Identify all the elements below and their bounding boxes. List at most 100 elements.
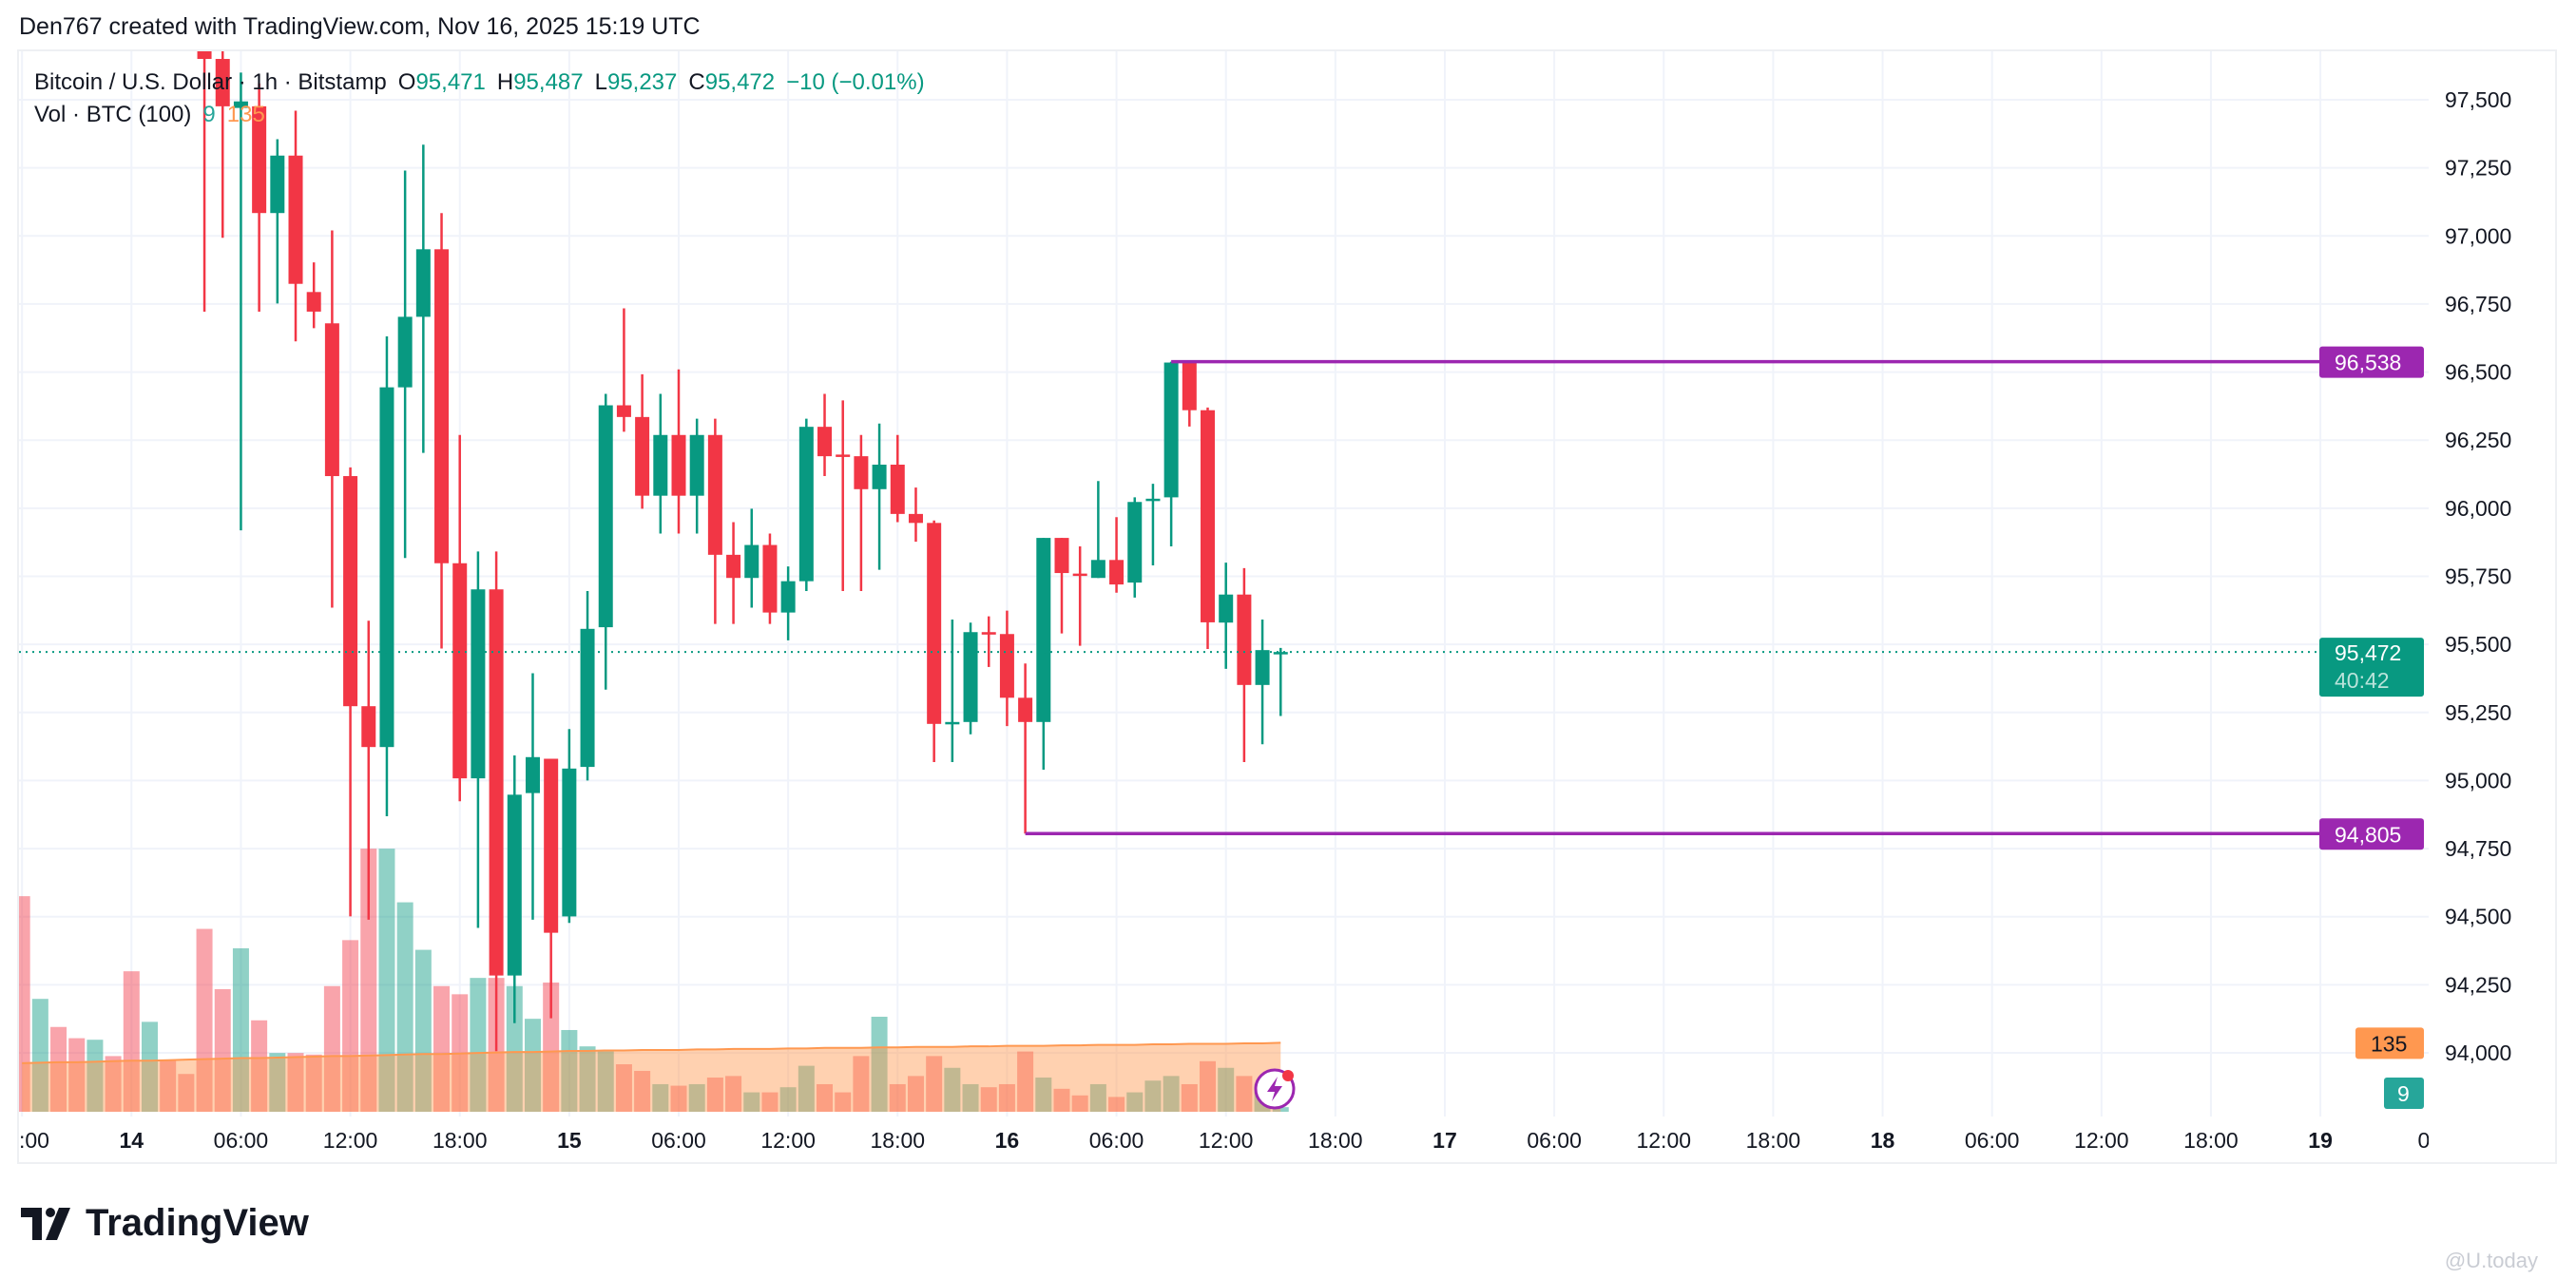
volume-bar [196, 928, 213, 1112]
candle-body [544, 758, 559, 933]
volume-bar [524, 1019, 541, 1112]
candle[interactable] [798, 418, 814, 591]
candle[interactable] [288, 110, 303, 342]
volume-bar [1071, 1095, 1088, 1112]
candle[interactable] [1036, 538, 1051, 770]
volume-bar [871, 1017, 888, 1112]
candle[interactable] [1163, 361, 1179, 546]
candle[interactable] [544, 758, 559, 1019]
candle[interactable] [179, 0, 193, 31]
candle[interactable] [653, 393, 668, 534]
candle[interactable] [1145, 484, 1161, 566]
time-tick-label: 06:00 [1527, 1128, 1582, 1153]
volume-bar [50, 1026, 67, 1112]
candle[interactable] [525, 673, 540, 920]
candle[interactable] [927, 520, 942, 762]
tradingview-logo[interactable]: TradingView [21, 1202, 309, 1245]
candle[interactable] [1201, 407, 1216, 650]
candle[interactable] [489, 551, 504, 1052]
candle[interactable] [635, 373, 650, 509]
volume-bar [1108, 1097, 1125, 1112]
candle[interactable] [1219, 563, 1234, 669]
candle[interactable] [1018, 663, 1033, 834]
candle[interactable] [1237, 567, 1252, 762]
candle[interactable] [836, 400, 851, 591]
candle[interactable] [379, 336, 394, 816]
volume-bar [597, 1051, 614, 1112]
candle[interactable] [890, 434, 905, 523]
candle[interactable] [361, 620, 376, 920]
volume-bar [123, 971, 140, 1112]
candle[interactable] [197, 0, 212, 312]
volume-bar [470, 978, 487, 1112]
candle[interactable] [817, 393, 833, 477]
candle[interactable] [671, 369, 686, 534]
candle[interactable] [125, 0, 139, 46]
time-tick-label: 06:00 [1965, 1128, 2020, 1153]
candle[interactable] [726, 522, 741, 624]
candle[interactable] [689, 418, 704, 534]
candle[interactable] [780, 566, 796, 640]
candle[interactable] [471, 551, 486, 928]
candle[interactable] [945, 620, 960, 762]
candle[interactable] [744, 508, 759, 608]
candle[interactable] [415, 144, 431, 453]
candle[interactable] [1182, 361, 1197, 427]
candle-body [1201, 410, 1216, 622]
candle[interactable] [1090, 481, 1105, 579]
candle[interactable] [580, 590, 595, 781]
candle[interactable] [1273, 647, 1288, 716]
candle[interactable] [707, 418, 722, 624]
candle[interactable] [963, 622, 978, 735]
candle[interactable] [233, 72, 248, 531]
candle[interactable] [1072, 545, 1087, 646]
candle[interactable] [507, 755, 522, 1023]
candle-body [1273, 652, 1288, 655]
volume-title[interactable]: Vol · BTC (100) [34, 102, 192, 127]
candle[interactable] [434, 213, 450, 649]
candle[interactable] [161, 0, 175, 5]
candle[interactable] [452, 434, 468, 802]
candle[interactable] [143, 0, 157, 31]
candle[interactable] [215, 46, 230, 239]
candle[interactable] [270, 139, 285, 304]
price-tick-label: 96,250 [2445, 428, 2511, 452]
candle[interactable] [343, 467, 358, 917]
candle-body [908, 513, 923, 524]
volume-bar [342, 940, 359, 1112]
candle[interactable] [872, 423, 887, 570]
level-price-label: 96,538 [2335, 351, 2401, 375]
volume-bar [926, 1056, 943, 1112]
chart-credit: Den767 created with TradingView.com, Nov… [19, 13, 701, 40]
candle[interactable] [397, 170, 413, 559]
volume-bar [835, 1092, 852, 1112]
legend-volume-row: Vol · BTC (100) 9 135 [34, 99, 925, 131]
candle[interactable] [762, 533, 778, 624]
legend-price-row: Bitcoin / U.S. Dollar · 1h · Bitstamp O9… [34, 67, 925, 99]
candle[interactable] [306, 262, 321, 329]
candle[interactable] [981, 616, 996, 667]
volume-last-badge [2384, 1078, 2424, 1109]
candle[interactable] [324, 230, 339, 608]
candle[interactable] [562, 729, 577, 924]
candle[interactable] [598, 393, 613, 690]
candle[interactable] [999, 610, 1014, 727]
candle-body [1072, 573, 1087, 577]
candle-body [125, 0, 139, 18]
time-tick-label: 12:00 [1199, 1128, 1254, 1153]
candle[interactable] [1109, 517, 1125, 593]
candle-body [379, 387, 394, 748]
candle-body [1255, 650, 1270, 685]
symbol-title[interactable]: Bitcoin / U.S. Dollar · 1h · Bitstamp [34, 69, 387, 95]
lightning-icon[interactable] [1254, 1068, 1296, 1110]
candle[interactable] [1255, 620, 1270, 745]
candle[interactable] [1054, 538, 1069, 634]
candle[interactable] [854, 434, 869, 591]
candle[interactable] [1127, 497, 1143, 598]
candle[interactable] [908, 487, 923, 543]
volume-bar [1035, 1077, 1052, 1112]
candle[interactable] [616, 308, 631, 432]
volume-bar [688, 1083, 705, 1112]
candle[interactable] [252, 83, 267, 312]
